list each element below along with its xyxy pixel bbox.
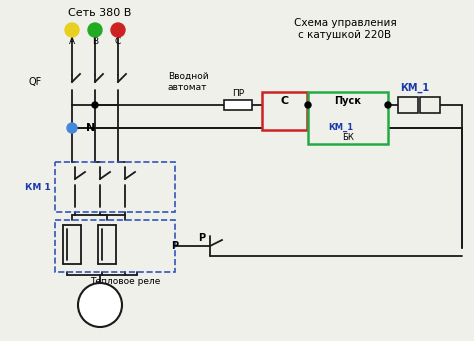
Text: БК: БК [342,133,354,143]
Circle shape [92,102,98,108]
FancyBboxPatch shape [262,92,307,130]
Text: Р: Р [171,241,178,251]
Text: КМ 1: КМ 1 [25,182,51,192]
Circle shape [78,283,122,327]
Circle shape [385,102,391,108]
FancyBboxPatch shape [420,97,440,113]
Circle shape [88,23,102,37]
Text: A1: A1 [402,101,413,109]
Text: Пуск: Пуск [335,96,362,106]
Text: B: B [92,38,98,46]
Circle shape [305,102,311,108]
Text: A2: A2 [425,101,436,109]
Text: КМ_1: КМ_1 [328,122,353,132]
Text: Схема управления
с катушкой 220В: Схема управления с катушкой 220В [293,18,396,40]
Text: A: A [69,38,75,46]
Text: АД: АД [87,297,113,312]
FancyBboxPatch shape [224,100,252,110]
Text: Сеть 380 В: Сеть 380 В [68,8,132,18]
Text: Р: Р [199,233,206,243]
Text: КМ_1: КМ_1 [401,83,429,93]
Text: Тепловое реле: Тепловое реле [90,278,160,286]
Circle shape [111,23,125,37]
Text: Вводной
автомат: Вводной автомат [168,72,209,92]
Text: ПР: ПР [232,89,244,98]
Circle shape [67,123,77,133]
Circle shape [65,23,79,37]
Text: C: C [115,38,121,46]
Text: С: С [281,96,289,106]
Text: N: N [86,123,95,133]
Text: QF: QF [29,77,42,87]
FancyBboxPatch shape [398,97,418,113]
FancyBboxPatch shape [308,92,388,144]
